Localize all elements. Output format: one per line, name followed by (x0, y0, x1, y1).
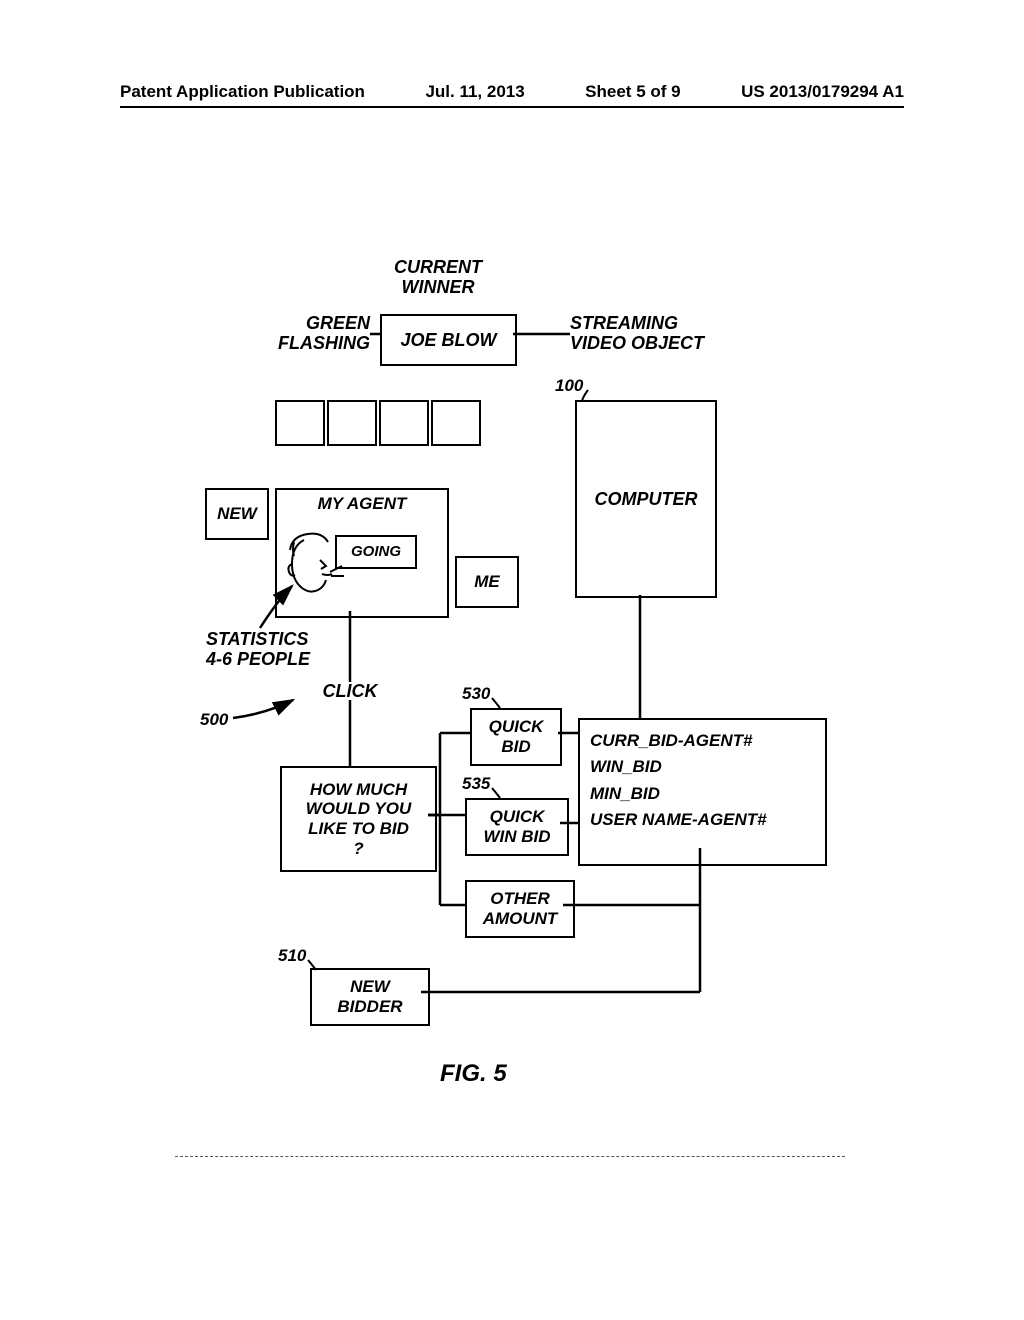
label-statistics: STATISTICS4-6 PEOPLE (206, 630, 336, 670)
box-how-much: HOW MUCHWOULD YOULIKE TO BID? (280, 766, 437, 872)
header-date: Jul. 11, 2013 (425, 82, 524, 102)
box-database: CURR_BID-AGENT# WIN_BID MIN_BID USER NAM… (578, 718, 827, 866)
header-sheet: Sheet 5 of 9 (585, 82, 680, 102)
box-going: GOING (335, 535, 417, 569)
small-box-4 (431, 400, 481, 446)
ref-510: 510 (278, 946, 306, 966)
ref-100: 100 (555, 376, 583, 396)
box-new: NEW (205, 488, 269, 540)
small-box-2 (327, 400, 377, 446)
db-line-2: MIN_BID (590, 781, 815, 807)
patent-page: Patent Application Publication Jul. 11, … (0, 0, 1024, 1320)
box-new-bidder: NEWBIDDER (310, 968, 430, 1026)
label-current-winner: CURRENTWINNER (378, 258, 498, 298)
figure-caption: FIG. 5 (440, 1060, 507, 1088)
page-header: Patent Application Publication Jul. 11, … (120, 82, 904, 108)
bottom-rule (175, 1156, 845, 1157)
db-line-1: WIN_BID (590, 754, 815, 780)
box-me: ME (455, 556, 519, 608)
ref-535: 535 (462, 774, 490, 794)
box-computer: COMPUTER (575, 400, 717, 598)
label-green-flashing: GREENFLASHING (260, 314, 370, 354)
small-box-1 (275, 400, 325, 446)
small-box-3 (379, 400, 429, 446)
ref-500: 500 (200, 710, 228, 730)
box-joe-blow: JOE BLOW (380, 314, 517, 366)
box-quick-win-bid: QUICKWIN BID (465, 798, 569, 856)
box-other-amount: OTHERAMOUNT (465, 880, 575, 938)
header-pubno: US 2013/0179294 A1 (741, 82, 904, 102)
header-title: Patent Application Publication (120, 82, 365, 102)
db-line-0: CURR_BID-AGENT# (590, 728, 815, 754)
svg-overlay (0, 0, 1024, 1320)
label-click: CLICK (320, 682, 380, 702)
box-quick-bid: QUICKBID (470, 708, 562, 766)
label-streaming-video: STREAMINGVIDEO OBJECT (570, 314, 740, 354)
my-agent-label: MY AGENT (283, 494, 441, 514)
ref-530: 530 (462, 684, 490, 704)
db-line-3: USER NAME-AGENT# (590, 807, 815, 833)
